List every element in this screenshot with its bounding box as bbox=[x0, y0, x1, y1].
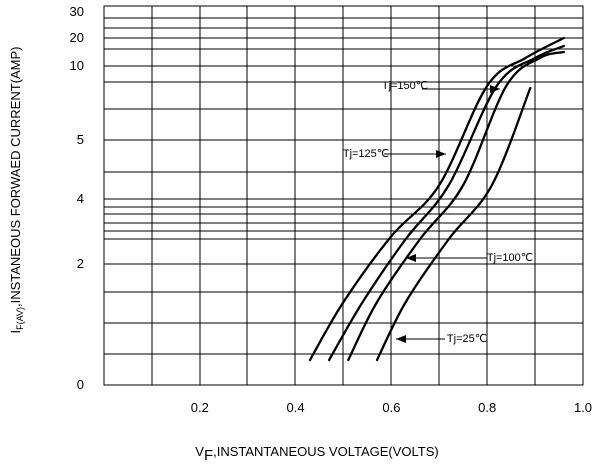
tj-150-curve bbox=[308, 36, 565, 362]
tj-100-curve bbox=[347, 50, 565, 362]
y-axis-title-sub: F(AV) bbox=[15, 307, 25, 330]
y-axis-title-rest: ,INSTANEOUS FORWAED CURRENT(AMP) bbox=[8, 47, 23, 308]
plot-frame bbox=[103, 5, 584, 386]
tj-100-label: Tj=100℃ bbox=[487, 252, 533, 264]
tj-150-arrow bbox=[422, 85, 500, 93]
y-axis-title: IF(AV),INSTANEOUS FORWAED CURRENT(AMP) bbox=[8, 47, 25, 334]
x-axis-title: VF,INSTANTANEOUS VOLTAGE(VOLTS) bbox=[195, 444, 438, 464]
grid-lines bbox=[103, 5, 584, 386]
arrow-head bbox=[490, 85, 500, 93]
curve-annotations: Tj=150℃ Tj=125℃ Tj=100℃ Tj=25℃ bbox=[343, 80, 533, 345]
x-tick-label: 0.6 bbox=[382, 400, 400, 415]
y-tick-label: 2 bbox=[77, 256, 84, 271]
y-tick-label: 20 bbox=[70, 30, 84, 45]
arrow-head bbox=[396, 335, 406, 343]
x-tick-label: 1.0 bbox=[574, 400, 592, 415]
tj-25-arrow bbox=[396, 335, 445, 343]
x-tick-label: 0.2 bbox=[191, 400, 209, 415]
tj-125-curve bbox=[327, 44, 565, 362]
x-axis-title-rest: ,INSTANTANEOUS VOLTAGE(VOLTS) bbox=[213, 444, 439, 459]
x-tick-label: 0.4 bbox=[287, 400, 305, 415]
y-tick-label: 30 bbox=[70, 4, 84, 19]
arrow-head bbox=[436, 150, 446, 158]
y-tick-label: 0 bbox=[77, 377, 84, 392]
y-tick-label: 5 bbox=[77, 132, 84, 147]
y-tick-label: 10 bbox=[70, 58, 84, 73]
tj-125-arrow bbox=[384, 150, 446, 158]
series-curves bbox=[308, 36, 565, 362]
y-axis-title-main: I bbox=[8, 330, 23, 334]
tj-25-curve bbox=[375, 86, 532, 362]
tj-150-label: Tj=150℃ bbox=[382, 80, 428, 92]
tj-100-arrow bbox=[406, 254, 487, 262]
x-axis-title-main: V bbox=[195, 444, 204, 459]
x-tick-label: 0.8 bbox=[478, 400, 496, 415]
x-axis-title-sub: F bbox=[204, 447, 213, 464]
tj-125-label: Tj=125℃ bbox=[343, 148, 389, 160]
tj-25-label: Tj=25℃ bbox=[447, 333, 487, 345]
y-tick-label: 4 bbox=[77, 191, 84, 206]
arrow-head bbox=[406, 254, 416, 262]
